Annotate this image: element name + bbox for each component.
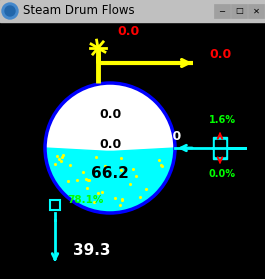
Bar [214,4,230,18]
Bar [215,140,225,156]
Text: 66.2: 66.2 [91,165,129,181]
Bar [231,4,247,18]
Text: 0.0: 0.0 [117,25,139,38]
Text: 0.0: 0.0 [99,138,121,151]
Text: 39.3: 39.3 [73,243,111,258]
Circle shape [45,83,175,213]
Circle shape [2,3,18,19]
Text: 0.0: 0.0 [99,109,121,121]
Bar [248,4,264,18]
Bar [50,200,60,210]
Circle shape [5,6,15,16]
Text: 1.6%: 1.6% [209,115,236,125]
Text: ✕: ✕ [253,6,259,16]
Bar [213,137,227,159]
Text: 78.1%: 78.1% [67,195,103,205]
Text: Steam Drum Flows: Steam Drum Flows [23,4,135,18]
Bar [0,0,265,22]
Text: 0.0%: 0.0% [209,169,236,179]
Text: □: □ [235,6,243,16]
Text: 0.0: 0.0 [159,130,181,143]
Text: 0.0: 0.0 [209,48,231,61]
Text: ─: ─ [219,6,224,16]
Polygon shape [45,148,175,213]
